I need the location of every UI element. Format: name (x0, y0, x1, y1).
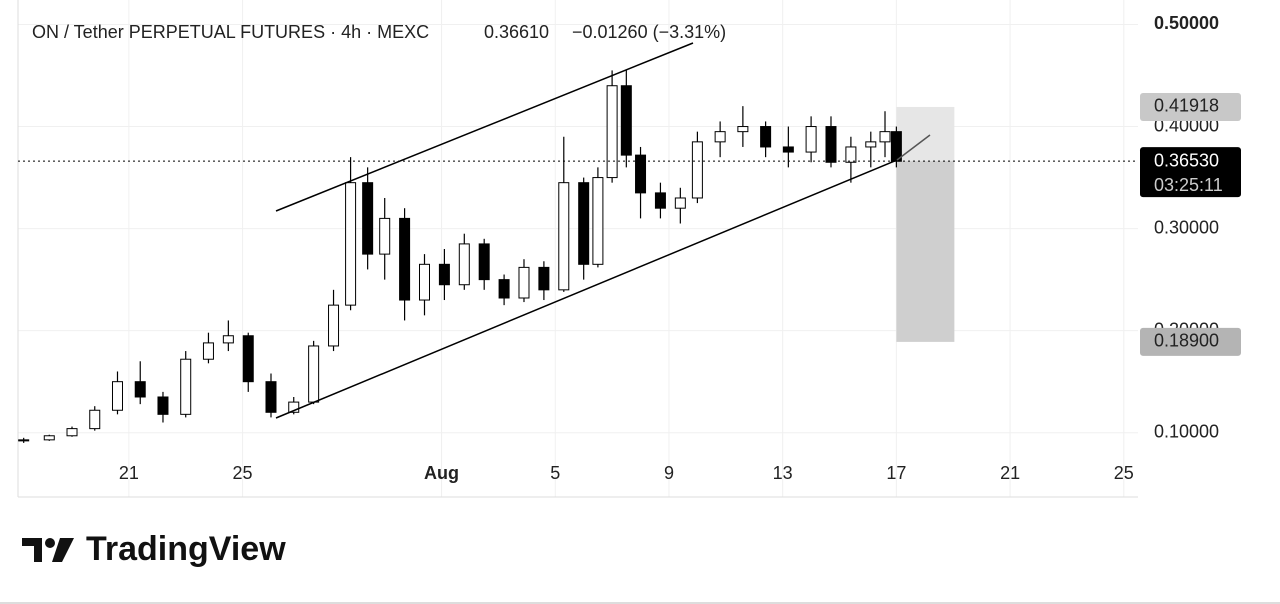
candle-body (674, 197, 686, 209)
channel-upper (275, 42, 694, 212)
y-tick-label: 0.30000 (1154, 217, 1219, 237)
position-target-zone (896, 106, 955, 162)
candle-body (458, 243, 470, 286)
price-label: 0.18900 (1154, 331, 1219, 351)
position-stop-zone (896, 161, 955, 342)
x-tick-label: 17 (886, 463, 906, 483)
candle-body (845, 146, 857, 163)
candle-body (399, 217, 411, 301)
grid (18, 0, 1138, 497)
candle-body (592, 177, 604, 265)
y-tick-label: 0.50000 (1154, 13, 1219, 33)
candle-body (498, 279, 510, 299)
candle-body (518, 266, 530, 299)
price-label-box (1140, 92, 1241, 121)
price-label: 0.41918 (1154, 96, 1219, 116)
price-change: −0.01260 (−3.31%) (572, 22, 726, 42)
candle-body (66, 428, 78, 437)
chart-title: ON / Tether PERPETUAL FUTURES · 4h · MEX… (32, 22, 429, 42)
candle-body (879, 131, 891, 143)
candle-body (578, 182, 590, 265)
candle-body (654, 192, 666, 209)
candle-body (418, 263, 430, 301)
candle-body (222, 335, 234, 344)
candle-body (865, 141, 877, 148)
candle-body (538, 266, 550, 291)
candle-body (478, 243, 490, 281)
price-label: 0.36530 (1154, 151, 1219, 171)
logo-mark (52, 538, 74, 562)
candle-body (288, 401, 300, 413)
candle-body (805, 126, 817, 153)
candle-body (691, 141, 703, 199)
x-tick-label: Aug (424, 463, 459, 483)
candle-body (379, 217, 391, 255)
candle-body (180, 358, 192, 415)
candle-body (111, 381, 123, 411)
price-axis: 0.500000.400000.300000.200000.100002125A… (119, 13, 1241, 483)
x-tick-label: 25 (1114, 463, 1134, 483)
candle-body (265, 381, 277, 413)
countdown: 03:25:11 (1154, 175, 1223, 195)
candle-body (202, 342, 214, 360)
candle-body (825, 126, 837, 163)
candle-body (43, 435, 55, 441)
candle-body (18, 439, 30, 442)
candle-body (890, 131, 902, 162)
candle-body (157, 396, 169, 415)
x-tick-label: 9 (664, 463, 674, 483)
logo-mark (22, 538, 42, 562)
x-tick-label: 21 (1000, 463, 1020, 483)
candle-body (345, 182, 357, 306)
brand: TradingView (86, 530, 286, 568)
candle-body (328, 304, 340, 347)
candle-body (737, 126, 749, 133)
candle-body (308, 345, 320, 403)
candle-body (782, 146, 794, 153)
logo: TradingView (22, 530, 286, 568)
last-price: 0.36610 (484, 22, 549, 42)
candle-body (620, 85, 632, 156)
candle-body (635, 154, 647, 194)
logo-mark (45, 538, 55, 548)
candle-body (362, 182, 374, 255)
candle-body (438, 263, 450, 286)
projection-line (896, 134, 931, 161)
x-tick-label: 13 (773, 463, 793, 483)
x-tick-label: 5 (550, 463, 560, 483)
candle-body (242, 335, 254, 383)
candles (18, 70, 902, 443)
x-tick-label: 21 (119, 463, 139, 483)
candle-body (558, 182, 570, 291)
price-label-box (1140, 327, 1241, 356)
candle-body (89, 409, 101, 430)
y-tick-label: 0.10000 (1154, 421, 1219, 441)
x-tick-label: 25 (233, 463, 253, 483)
candle-body (714, 131, 726, 143)
price-label-box (1140, 147, 1241, 176)
candle-body (760, 126, 772, 148)
candle-body (134, 381, 146, 398)
channel-lower (275, 159, 898, 419)
candle-body (606, 85, 618, 179)
